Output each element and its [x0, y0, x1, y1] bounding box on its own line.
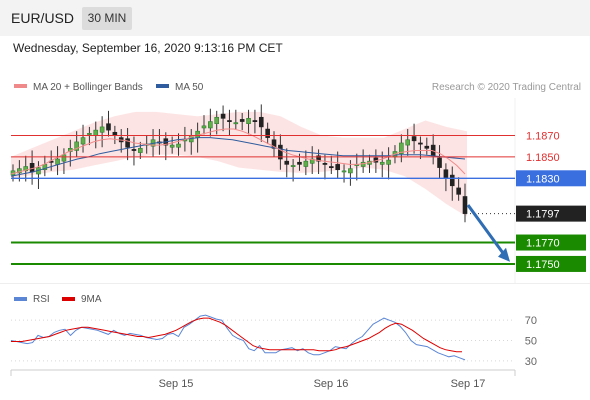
candle-body: [29, 163, 35, 173]
candle-body: [284, 160, 290, 165]
support-tag: [516, 255, 586, 272]
forecast-arrow: [466, 204, 507, 257]
resistance-label: 1.1850: [526, 152, 560, 164]
candle-body: [437, 157, 442, 168]
candle-body: [239, 119, 245, 122]
x-axis-label: Sep 16: [314, 378, 349, 390]
x-axis-label: Sep 17: [451, 378, 486, 390]
candle-body: [214, 116, 220, 124]
candle-body: [208, 121, 213, 129]
timeframe-button[interactable]: 30 MIN: [82, 7, 132, 30]
rsi-ma9-line: [11, 317, 462, 353]
candle-body: [17, 168, 22, 174]
candle-body: [252, 120, 258, 122]
candle-body: [61, 154, 67, 162]
candle-body: [329, 166, 334, 169]
support-label: 1.1770: [526, 238, 560, 250]
candle-body: [399, 142, 404, 154]
candle-body: [246, 118, 251, 124]
candle-body: [456, 187, 461, 195]
candle-body: [138, 148, 143, 153]
timestamp: Wednesday, September 16, 2020 9:13:16 PM…: [13, 41, 283, 55]
candle-body: [424, 145, 430, 149]
ma20-legend-label: MA 20 + Bollinger Bands: [33, 82, 143, 93]
support-tag: [516, 234, 586, 251]
pivot-label: 1.1830: [526, 173, 560, 185]
support-label: 1.1750: [526, 259, 560, 271]
ma9-legend-label: 9MA: [81, 294, 102, 305]
candle-body: [462, 196, 468, 214]
candle-body: [93, 129, 99, 136]
candle-body: [379, 161, 385, 165]
candle-body: [386, 159, 391, 165]
forecast-arrowhead: [498, 247, 510, 262]
candle-body: [23, 166, 29, 172]
rsi-line: [10, 314, 466, 361]
pair-label: EUR/USD: [11, 10, 75, 26]
ma20-legend-swatch: [14, 84, 27, 88]
ma50-legend-swatch: [156, 84, 169, 88]
last-price-label: 1.1797: [526, 209, 560, 221]
candle-body: [99, 126, 105, 133]
candle-body: [106, 123, 111, 131]
candle-body: [290, 165, 296, 167]
credit-text: Research © 2020 Trading Central: [432, 82, 581, 93]
candle-body: [449, 174, 455, 187]
rsi-tick-label: 50: [525, 336, 537, 348]
rsi-tick-label: 70: [525, 315, 537, 327]
candle-body: [418, 142, 423, 145]
pivot-tag: [516, 170, 586, 187]
candle-body: [443, 169, 449, 179]
candle-body: [405, 139, 411, 146]
candle-body: [201, 125, 207, 129]
ma9-legend-swatch: [62, 297, 75, 301]
rsi-tick-label: 30: [525, 356, 537, 368]
candle-body: [80, 137, 86, 145]
ma50-legend-label: MA 50: [175, 82, 204, 93]
candle-body: [258, 116, 264, 128]
x-axis-label: Sep 15: [159, 378, 194, 390]
top-bar: EUR/USD 30 MIN: [0, 0, 590, 36]
last-price-tag: [516, 205, 586, 222]
ma20-line: [10, 128, 466, 175]
candle-body: [309, 158, 315, 164]
rsi-legend-label: RSI: [33, 294, 50, 305]
bollinger-band: [11, 111, 467, 217]
candle-body: [55, 158, 60, 165]
candle-body: [271, 139, 277, 149]
candle-body: [348, 168, 353, 174]
resistance-label: 1.1870: [526, 130, 560, 142]
candle-body: [131, 149, 137, 151]
candle-body: [87, 133, 92, 135]
candle-body: [316, 155, 321, 162]
candle-body: [74, 141, 79, 151]
candle-body: [360, 161, 366, 167]
candle-body: [125, 138, 130, 148]
candle-body: [335, 164, 340, 171]
candle-body: [265, 128, 270, 138]
candle-body: [220, 113, 226, 119]
candle-body: [303, 160, 309, 167]
candle-body: [176, 143, 181, 148]
candle-body: [169, 144, 175, 148]
candle-body: [411, 136, 417, 142]
candle-body: [322, 163, 328, 165]
rsi-legend-swatch: [14, 297, 27, 301]
candle-body: [233, 122, 239, 125]
candle-body: [227, 120, 232, 122]
candle-body: [297, 161, 302, 165]
candle-body: [341, 170, 347, 173]
candle-body: [278, 144, 283, 160]
panel-separator: [0, 283, 590, 284]
